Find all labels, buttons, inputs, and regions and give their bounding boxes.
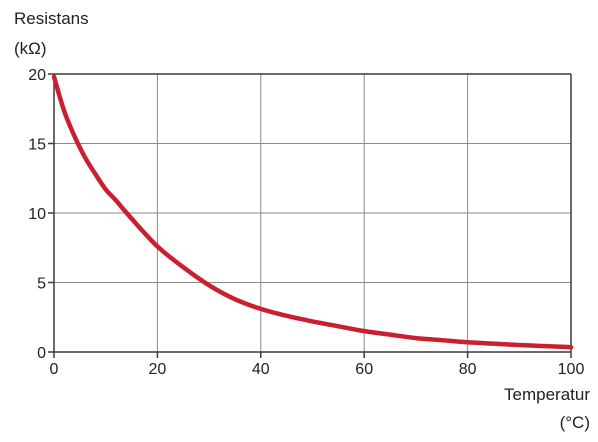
x-tick-label: 60 [355,361,373,378]
x-axis-unit: (°C) [560,413,590,432]
x-tick-label: 20 [149,361,167,378]
y-tick-label: 5 [37,276,46,293]
y-axis-title: Resistans [14,9,89,28]
y-tick-label: 15 [28,137,46,154]
label-layer: 0 5 10 15 20 0 20 40 60 80 100 [28,67,584,378]
x-tick-label: 100 [558,361,585,378]
y-tick-label: 20 [28,67,46,84]
x-tick-label: 40 [252,361,270,378]
series-layer [51,74,574,350]
x-tick-label: 80 [459,361,477,378]
x-tick-label: 0 [50,361,59,378]
y-tick-label: 0 [37,345,46,362]
resistance-curve [51,74,574,350]
x-axis-title: Temperatur [504,385,590,404]
axis-layer [48,73,572,358]
y-axis-unit: (kΩ) [14,39,47,58]
y-tick-label: 10 [28,206,46,223]
grid-layer [54,74,571,352]
